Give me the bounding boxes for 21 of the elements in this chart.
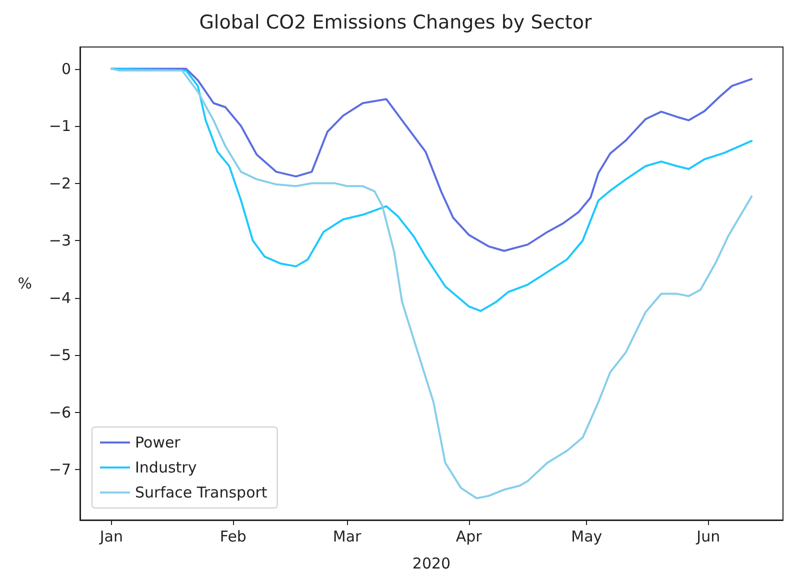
x-tick-label: Feb <box>220 528 246 546</box>
legend-label: Power <box>135 434 182 452</box>
line-series <box>110 68 753 500</box>
x-tick-label: Jan <box>98 528 123 546</box>
y-tick-label: −3 <box>48 232 71 250</box>
y-tick-label: −7 <box>48 460 71 479</box>
x-tick-label: Jun <box>696 528 720 546</box>
y-tick-label: −1 <box>48 117 71 136</box>
x-axis-title: 2020 <box>412 554 451 572</box>
y-tick-label: −5 <box>48 346 71 364</box>
x-tick-label: Mar <box>332 528 362 546</box>
x-tick-label: May <box>571 528 602 546</box>
chart-title: Global CO2 Emissions Changes by Sector <box>199 12 592 34</box>
y-axis-title: % <box>18 274 32 292</box>
x-tick-label: Apr <box>456 528 483 546</box>
y-tick-label: −4 <box>48 288 71 307</box>
legend-label: Surface Transport <box>135 484 268 502</box>
y-tick-label: 0 <box>61 60 71 78</box>
legend-label: Industry <box>135 458 197 476</box>
y-tick-label: −2 <box>48 174 71 192</box>
y-tick-label: −6 <box>48 403 71 422</box>
